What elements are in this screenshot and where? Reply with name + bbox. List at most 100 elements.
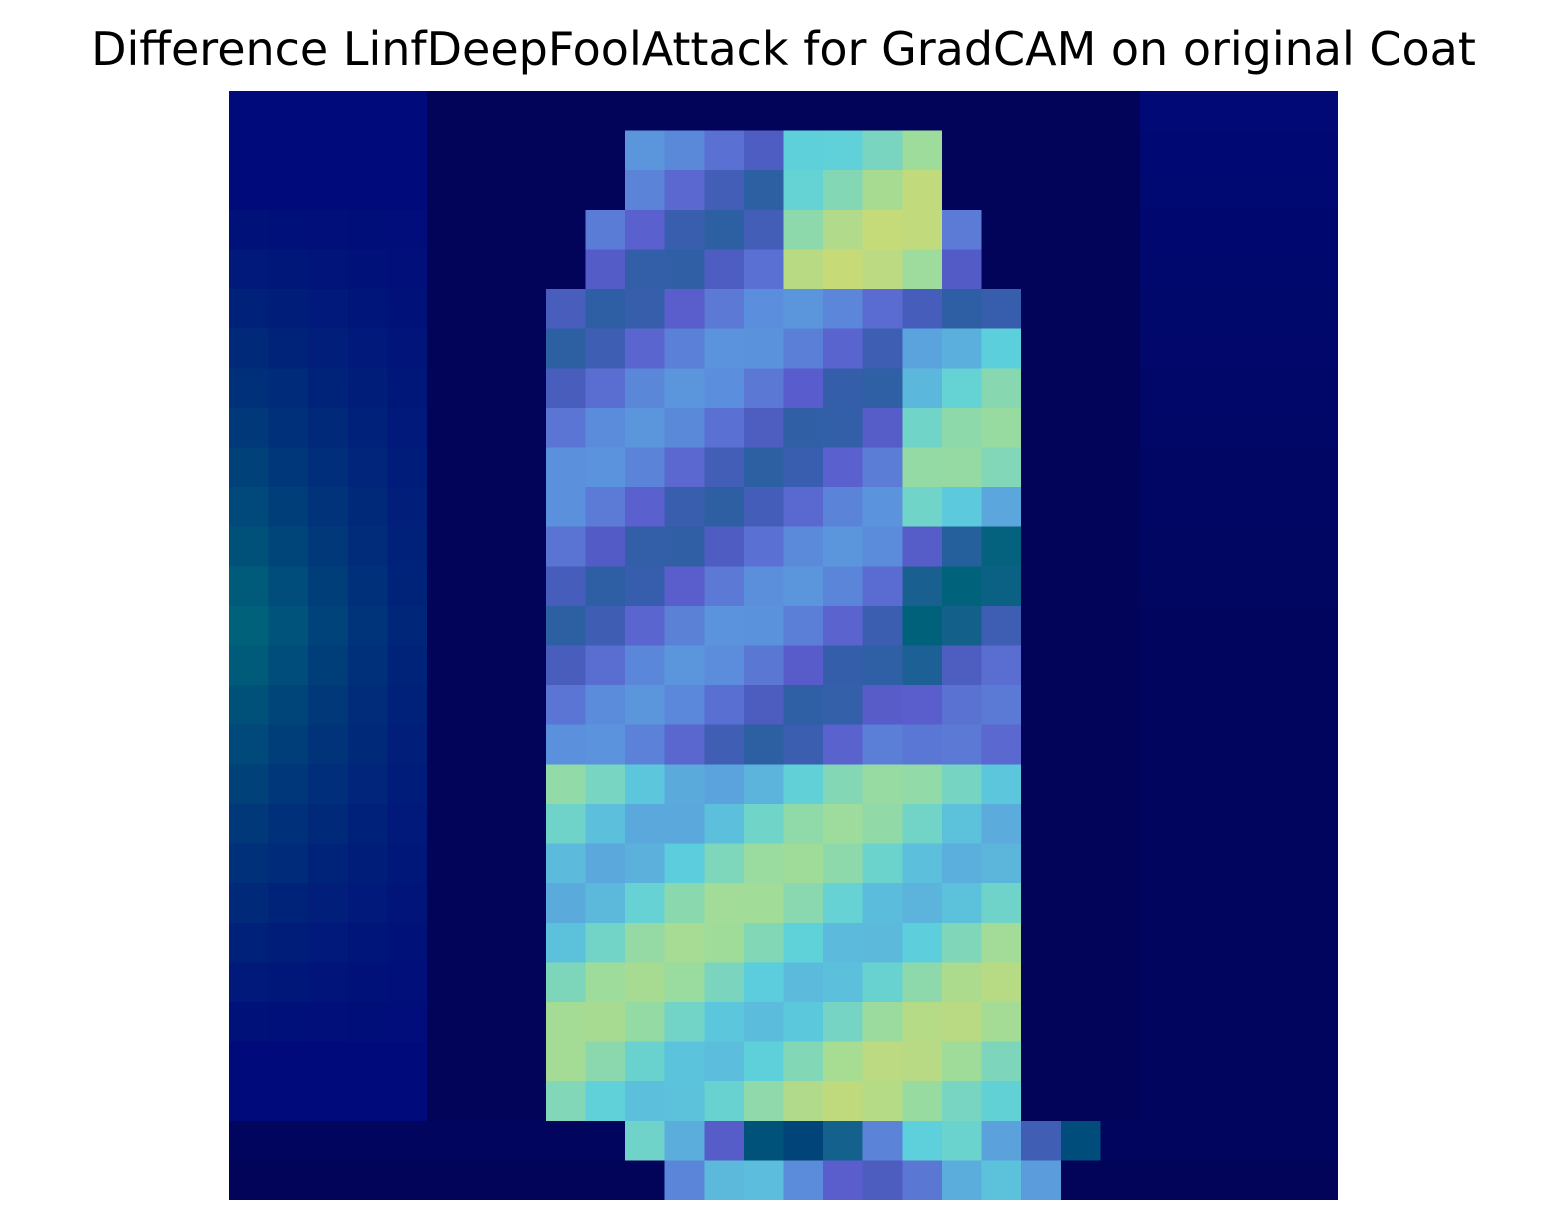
heatmap-cell (387, 724, 428, 766)
heatmap-cell (664, 407, 706, 449)
heatmap-cell (1219, 289, 1260, 330)
heatmap-cell (506, 1081, 547, 1122)
heatmap-cell (1060, 605, 1102, 647)
heatmap-cell (387, 407, 428, 449)
heatmap-cell (1258, 368, 1300, 409)
heatmap-cell (1139, 289, 1181, 330)
heatmap-cell (545, 407, 587, 449)
heatmap-cell (1060, 922, 1102, 964)
heatmap-cell (1060, 407, 1102, 449)
heatmap-cell (1100, 962, 1141, 1003)
heatmap-cell (427, 764, 468, 805)
heatmap-cell (545, 447, 587, 488)
heatmap-cell (664, 1160, 706, 1200)
heatmap-cell (1021, 645, 1062, 686)
heatmap-cell (585, 803, 626, 845)
heatmap-cell (466, 209, 508, 251)
heatmap-cell (229, 407, 270, 449)
heatmap-cell (1021, 407, 1062, 449)
heatmap-cell (823, 209, 864, 251)
heatmap-cell (664, 962, 706, 1003)
heatmap-cell (506, 1160, 547, 1200)
heatmap-cell (506, 803, 547, 845)
heatmap-cell (1060, 130, 1102, 172)
heatmap-cell (427, 685, 468, 726)
heatmap-cell (625, 803, 666, 845)
heatmap-cell (823, 685, 864, 726)
heatmap-cell (823, 843, 864, 884)
heatmap-cell (427, 962, 468, 1003)
heatmap-cell (545, 1081, 587, 1122)
heatmap-cell (1100, 1041, 1141, 1082)
heatmap-cell (1219, 170, 1260, 211)
heatmap-cell (1298, 803, 1338, 845)
heatmap-cell (981, 447, 1022, 488)
heatmap-cell (941, 724, 983, 766)
heatmap-cell (229, 803, 270, 845)
heatmap-cell (664, 368, 706, 409)
heatmap-cell (941, 328, 983, 370)
heatmap-cell (308, 130, 349, 172)
heatmap-cell (1179, 883, 1220, 924)
heatmap-cell (347, 962, 389, 1003)
heatmap-cell (1021, 883, 1062, 924)
heatmap-cell (823, 566, 864, 607)
heatmap-cell (941, 209, 983, 251)
heatmap-cell (1139, 962, 1181, 1003)
heatmap-cell (268, 487, 310, 528)
heatmap-cell (1139, 1041, 1181, 1082)
heatmap-cell (1179, 922, 1220, 964)
heatmap-cell (1258, 922, 1300, 964)
heatmap-cell (704, 526, 745, 568)
heatmap-cell (1139, 803, 1181, 845)
heatmap-cell (347, 1081, 389, 1122)
heatmap-cell (229, 843, 270, 884)
heatmap-cell (268, 407, 310, 449)
heatmap-cell (229, 962, 270, 1003)
heatmap-cell (1258, 843, 1300, 884)
heatmap-cell (743, 922, 785, 964)
heatmap-cell (743, 407, 785, 449)
heatmap-cell (664, 843, 706, 884)
heatmap-cell (743, 645, 785, 686)
heatmap-cell (545, 803, 587, 845)
heatmap-cell (308, 803, 349, 845)
heatmap-cell (981, 605, 1022, 647)
heatmap-cell (308, 1120, 349, 1162)
heatmap-cell (229, 130, 270, 172)
heatmap-cell (743, 1081, 785, 1122)
heatmap-cell (704, 566, 745, 607)
heatmap-cell (1258, 1001, 1300, 1043)
heatmap-cell (902, 170, 943, 211)
heatmap-cell (704, 1120, 745, 1162)
heatmap-cell (743, 209, 785, 251)
heatmap-cell (387, 170, 428, 211)
heatmap-cell (268, 803, 310, 845)
heatmap-cell (743, 883, 785, 924)
heatmap-cell (308, 922, 349, 964)
heatmap-cell (981, 803, 1022, 845)
heatmap-cell (427, 1160, 468, 1200)
heatmap-cell (862, 249, 904, 290)
heatmap-cell (268, 962, 310, 1003)
heatmap-cell (783, 803, 824, 845)
heatmap-cell (506, 605, 547, 647)
heatmap-cell (1298, 170, 1338, 211)
heatmap-cell (585, 764, 626, 805)
heatmap-cell (862, 407, 904, 449)
heatmap-cell (229, 566, 270, 607)
heatmap-cell (1179, 685, 1220, 726)
heatmap-cell (704, 407, 745, 449)
heatmap-cell (506, 130, 547, 172)
heatmap-cell (1298, 1081, 1338, 1122)
heatmap-cell (902, 447, 943, 488)
heatmap-cell (466, 1160, 508, 1200)
heatmap-cell (1219, 883, 1260, 924)
heatmap-cell (981, 1041, 1022, 1082)
heatmap-cell (862, 368, 904, 409)
heatmap-cell (347, 645, 389, 686)
heatmap-cell (1298, 130, 1338, 172)
heatmap-cell (347, 605, 389, 647)
heatmap-cell (268, 289, 310, 330)
heatmap-cell (823, 407, 864, 449)
